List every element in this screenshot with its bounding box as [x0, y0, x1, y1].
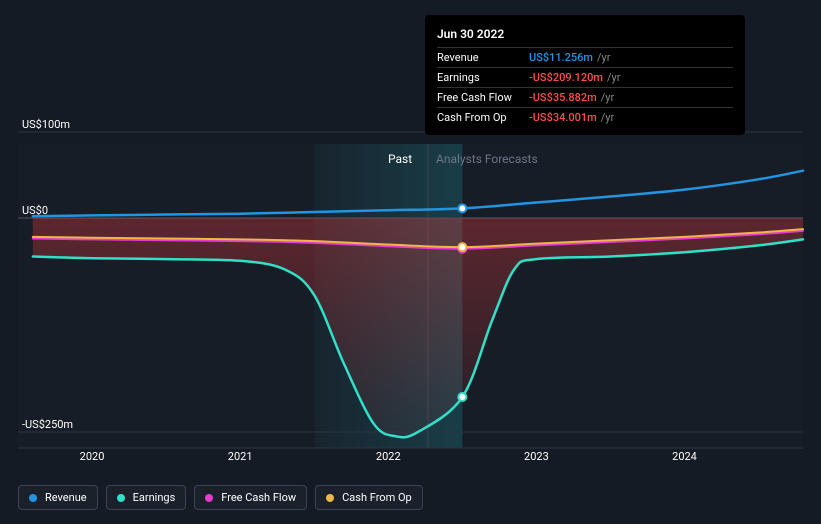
past-section-label: Past	[388, 152, 412, 166]
tooltip-row-unit: /yr	[607, 71, 620, 84]
tooltip-row-value: US$11.256m	[529, 51, 593, 64]
tooltip-row-value: -US$34.001m	[529, 111, 597, 124]
x-axis-labels: 2020 2021 2022 2023 2024	[0, 450, 821, 466]
marker-revenue	[458, 204, 466, 212]
tooltip-row-label: Revenue	[437, 51, 529, 64]
legend-item-label: Earnings	[133, 491, 176, 504]
tooltip-date: Jun 30 2022	[437, 23, 733, 48]
marker-earnings	[458, 393, 466, 401]
tooltip-row-unit: /yr	[597, 51, 610, 64]
x-axis-tick-label: 2022	[376, 450, 401, 463]
legend-item-revenue[interactable]: Revenue	[18, 485, 98, 510]
tooltip-row-label: Earnings	[437, 71, 529, 84]
x-axis-tick-label: 2024	[672, 450, 697, 463]
y-axis-tick-label: -US$250m	[22, 418, 73, 431]
y-axis-tick-label: US$100m	[22, 118, 70, 131]
tooltip-row: RevenueUS$11.256m/yr	[437, 48, 733, 68]
tooltip-row-unit: /yr	[601, 111, 614, 124]
chart-tooltip: Jun 30 2022 RevenueUS$11.256m/yrEarnings…	[425, 15, 745, 135]
tooltip-row: Earnings-US$209.120m/yr	[437, 68, 733, 88]
tooltip-row: Free Cash Flow-US$35.882m/yr	[437, 88, 733, 108]
x-axis-tick-label: 2021	[228, 450, 253, 463]
tooltip-row: Cash From Op-US$34.001m/yr	[437, 108, 733, 127]
tooltip-row-value: -US$209.120m	[529, 71, 603, 84]
x-axis-tick-label: 2023	[524, 450, 549, 463]
legend-item-fcf[interactable]: Free Cash Flow	[194, 485, 307, 510]
forecast-section-label: Analysts Forecasts	[436, 152, 538, 166]
legend-item-cfo[interactable]: Cash From Op	[315, 485, 423, 510]
tooltip-row-unit: /yr	[601, 91, 614, 104]
legend-item-earnings[interactable]: Earnings	[106, 485, 187, 510]
legend-dot-icon	[326, 494, 334, 502]
tooltip-row-label: Cash From Op	[437, 111, 529, 124]
legend-item-label: Revenue	[45, 491, 87, 504]
tooltip-row-value: -US$35.882m	[529, 91, 597, 104]
legend-dot-icon	[29, 494, 37, 502]
tooltip-rows: RevenueUS$11.256m/yrEarnings-US$209.120m…	[437, 48, 733, 127]
tooltip-row-label: Free Cash Flow	[437, 91, 529, 104]
legend-item-label: Cash From Op	[342, 491, 412, 504]
chart-legend: Revenue Earnings Free Cash Flow Cash From O…	[18, 485, 423, 510]
y-axis-tick-label: US$0	[22, 204, 48, 217]
legend-dot-icon	[205, 494, 213, 502]
x-axis-tick-label: 2020	[80, 450, 105, 463]
legend-dot-icon	[117, 494, 125, 502]
legend-item-label: Free Cash Flow	[221, 491, 296, 504]
marker-cfo	[458, 243, 466, 251]
